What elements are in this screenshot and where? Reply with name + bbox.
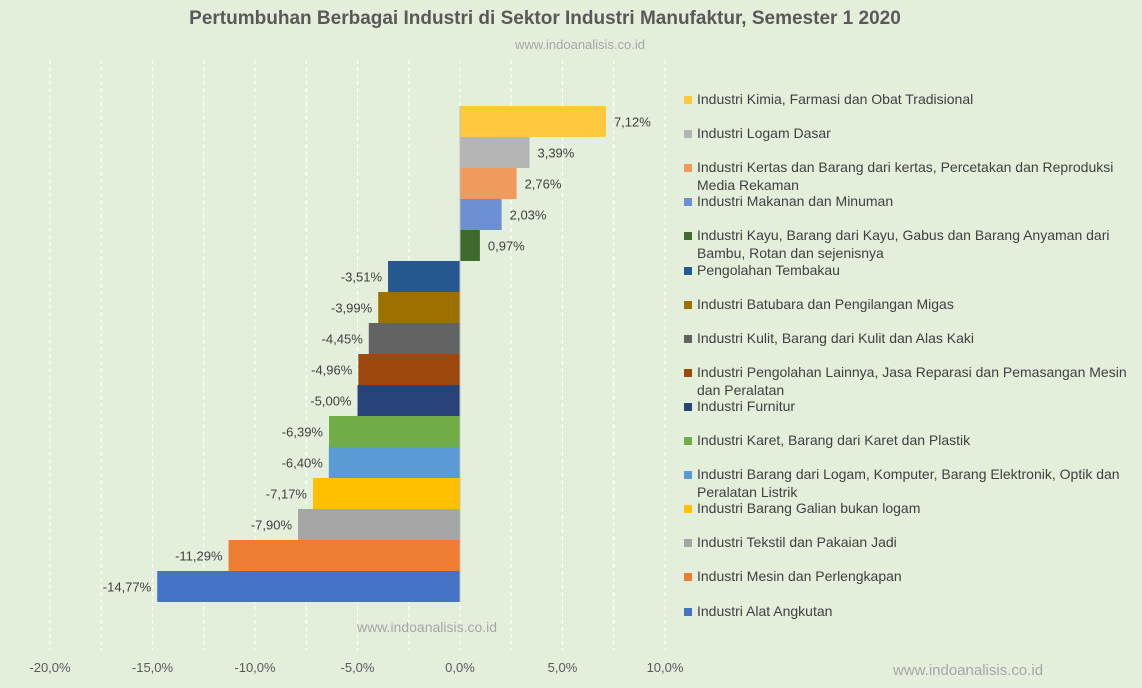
chart-subtitle: www.indoanalisis.co.id	[514, 37, 646, 52]
legend-label: Industri Makanan dan Minuman	[697, 193, 894, 210]
bar	[388, 261, 460, 292]
data-label: -3,51%	[341, 270, 383, 285]
legend-swatch	[684, 368, 692, 377]
legend-label: Industri Alat Angkutan	[697, 602, 833, 619]
data-label: -7,90%	[251, 518, 293, 533]
data-label: 2,03%	[510, 208, 547, 223]
watermark-center: www.indoanalisis.co.id	[357, 619, 498, 635]
data-label: -6,40%	[282, 456, 324, 471]
bar	[378, 292, 460, 323]
data-label: 0,97%	[488, 239, 525, 254]
legend-swatch	[684, 607, 692, 616]
legend-swatch	[684, 130, 692, 139]
legend-swatch	[684, 300, 692, 309]
legend-label: Industri Kertas dan Barang dari kertas, …	[697, 159, 1114, 194]
legend-label: Industri Barang Galian bukan logam	[697, 500, 921, 517]
bar	[358, 354, 460, 385]
data-label: -4,96%	[311, 363, 353, 378]
bar	[357, 385, 460, 416]
legend-label: Industri Furnitur	[697, 397, 796, 414]
bar	[228, 540, 460, 571]
legend-swatch	[684, 437, 692, 445]
legend-label: Industri Karet, Barang dari Karet dan Pl…	[697, 432, 971, 448]
x-tick-label: 5,0%	[548, 660, 578, 675]
legend-swatch	[684, 539, 692, 548]
bar	[460, 137, 530, 168]
legend-swatch	[684, 198, 692, 207]
bar	[329, 416, 460, 447]
data-label: 7,12%	[614, 115, 651, 130]
bar	[157, 571, 460, 602]
data-label: -6,39%	[282, 425, 324, 440]
data-label: -4,45%	[322, 332, 364, 347]
legend-label: Industri Kimia, Farmasi dan Obat Tradisi…	[697, 91, 974, 107]
legend-label: Industri Tekstil dan Pakaian Jadi	[697, 534, 897, 551]
bar	[460, 106, 606, 137]
bar	[368, 323, 460, 354]
data-label: -11,29%	[175, 549, 223, 564]
legend-label: Industri Batubara dan Pengilangan Migas	[697, 295, 954, 312]
legend-swatch	[684, 232, 692, 241]
bar	[298, 509, 460, 540]
legend-swatch	[684, 266, 692, 275]
legend-label: Industri Barang dari Logam, Komputer, Ba…	[697, 466, 1120, 501]
data-label: 2,76%	[525, 177, 562, 192]
x-tick-label: 10,0%	[647, 660, 684, 675]
x-tick-label: -15,0%	[132, 660, 174, 675]
bar	[328, 447, 460, 478]
legend-label: Industri Pengolahan Lainnya, Jasa Repara…	[697, 363, 1127, 398]
bar	[313, 478, 460, 509]
legend-label: Industri Mesin dan Perlengkapan	[697, 568, 902, 585]
watermark-corner: www.indoanalisis.co.id	[893, 662, 1044, 679]
legend-swatch	[684, 573, 692, 582]
legend-swatch	[684, 402, 692, 411]
legend-label: Pengolahan Tembakau	[697, 261, 840, 278]
legend-label: Industri Kulit, Barang dari Kulit dan Al…	[697, 329, 975, 346]
x-tick-label: -5,0%	[341, 660, 375, 675]
legend-label: Industri Kayu, Barang dari Kayu, Gabus d…	[697, 227, 1110, 262]
legend-swatch	[684, 96, 692, 104]
legend-label: Industri Logam Dasar	[697, 125, 831, 142]
legend-swatch	[684, 505, 692, 514]
bar	[460, 199, 502, 230]
bar	[460, 168, 517, 199]
x-tick-label: 0,0%	[445, 660, 475, 675]
data-label: -3,99%	[331, 301, 373, 316]
data-label: -5,00%	[310, 394, 352, 409]
data-label: -7,17%	[266, 487, 308, 502]
bar	[460, 230, 480, 261]
legend-swatch	[684, 471, 692, 480]
data-label: -14,77%	[103, 580, 152, 595]
legend-swatch	[684, 164, 692, 173]
legend-swatch	[684, 334, 692, 343]
x-tick-label: -20,0%	[29, 660, 71, 675]
x-tick-label: -10,0%	[234, 660, 276, 675]
chart-title: Pertumbuhan Berbagai Industri di Sektor …	[189, 8, 901, 29]
data-label: 3,39%	[537, 146, 574, 161]
